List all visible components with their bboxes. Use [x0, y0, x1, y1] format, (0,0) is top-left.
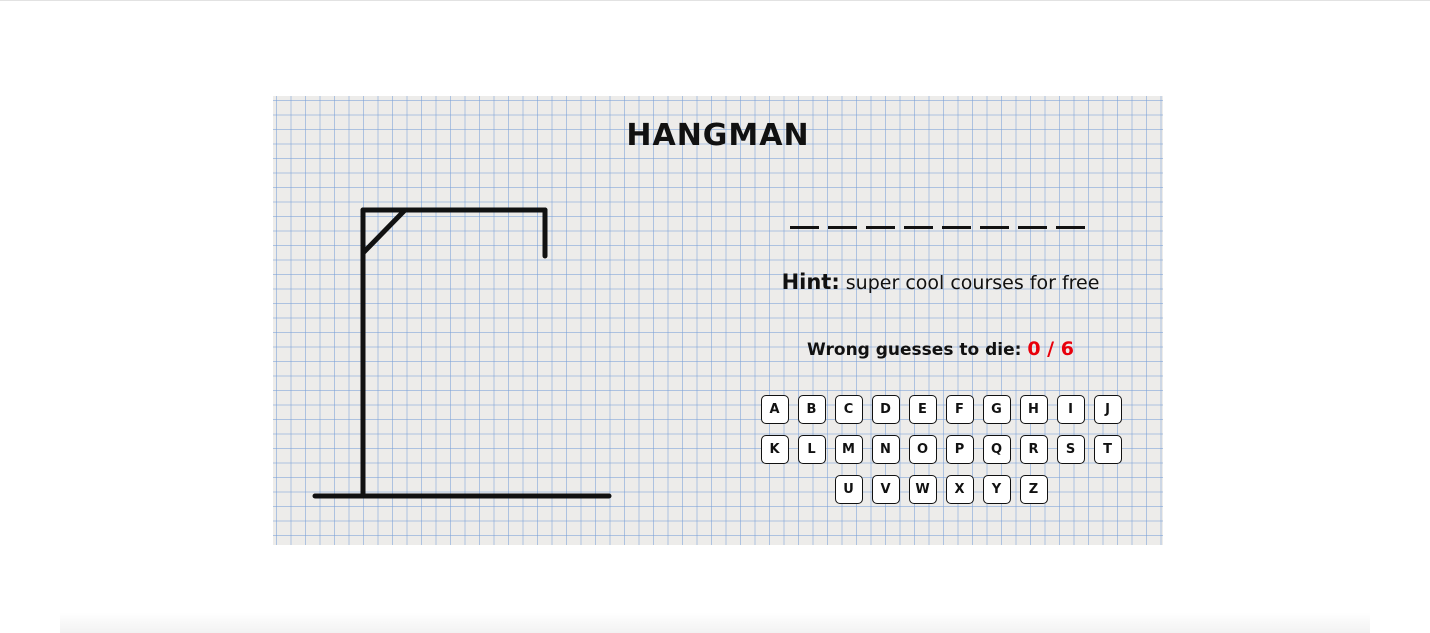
letter-slot: [1056, 209, 1085, 229]
key-e-button[interactable]: E: [908, 395, 937, 424]
hint-text: Hint: super cool courses for free: [718, 270, 1163, 294]
top-divider: [0, 0, 1430, 1]
letter-slot: [790, 209, 819, 229]
key-l-button[interactable]: L: [797, 435, 826, 464]
gallows-drawing: [312, 207, 612, 499]
game-title: HANGMAN: [626, 118, 810, 153]
hint-value: super cool courses for free: [845, 272, 1100, 294]
key-k-button[interactable]: K: [760, 435, 789, 464]
key-s-button[interactable]: S: [1056, 435, 1085, 464]
hint-label: Hint:: [781, 270, 840, 294]
letter-slot: [980, 209, 1009, 229]
key-i-button[interactable]: I: [1056, 395, 1085, 424]
word-display: [790, 209, 1085, 229]
gallows-brace: [360, 207, 408, 256]
bottom-shadow: [60, 612, 1370, 633]
key-w-button[interactable]: W: [908, 475, 937, 504]
key-b-button[interactable]: B: [797, 395, 826, 424]
key-f-button[interactable]: F: [945, 395, 974, 424]
key-a-button[interactable]: A: [760, 395, 789, 424]
key-m-button[interactable]: M: [834, 435, 863, 464]
wrong-guesses-label: Wrong guesses to die:: [807, 340, 1022, 360]
key-h-button[interactable]: H: [1019, 395, 1048, 424]
game-board: HANGMAN Hint: super cool courses for fre…: [273, 96, 1163, 545]
key-c-button[interactable]: C: [834, 395, 863, 424]
key-t-button[interactable]: T: [1093, 435, 1122, 464]
key-d-button[interactable]: D: [871, 395, 900, 424]
key-z-button[interactable]: Z: [1019, 475, 1048, 504]
wrong-guesses: Wrong guesses to die: 0 / 6: [718, 338, 1163, 360]
key-q-button[interactable]: Q: [982, 435, 1011, 464]
key-g-button[interactable]: G: [982, 395, 1011, 424]
key-j-button[interactable]: J: [1093, 395, 1122, 424]
key-p-button[interactable]: P: [945, 435, 974, 464]
key-o-button[interactable]: O: [908, 435, 937, 464]
letter-slot: [1018, 209, 1047, 229]
key-n-button[interactable]: N: [871, 435, 900, 464]
key-y-button[interactable]: Y: [982, 475, 1011, 504]
letter-slot: [942, 209, 971, 229]
key-r-button[interactable]: R: [1019, 435, 1048, 464]
key-v-button[interactable]: V: [871, 475, 900, 504]
key-x-button[interactable]: X: [945, 475, 974, 504]
letter-slot: [866, 209, 895, 229]
key-u-button[interactable]: U: [834, 475, 863, 504]
letter-slot: [828, 209, 857, 229]
wrong-guesses-count: 0 / 6: [1027, 338, 1074, 360]
letter-slot: [904, 209, 933, 229]
